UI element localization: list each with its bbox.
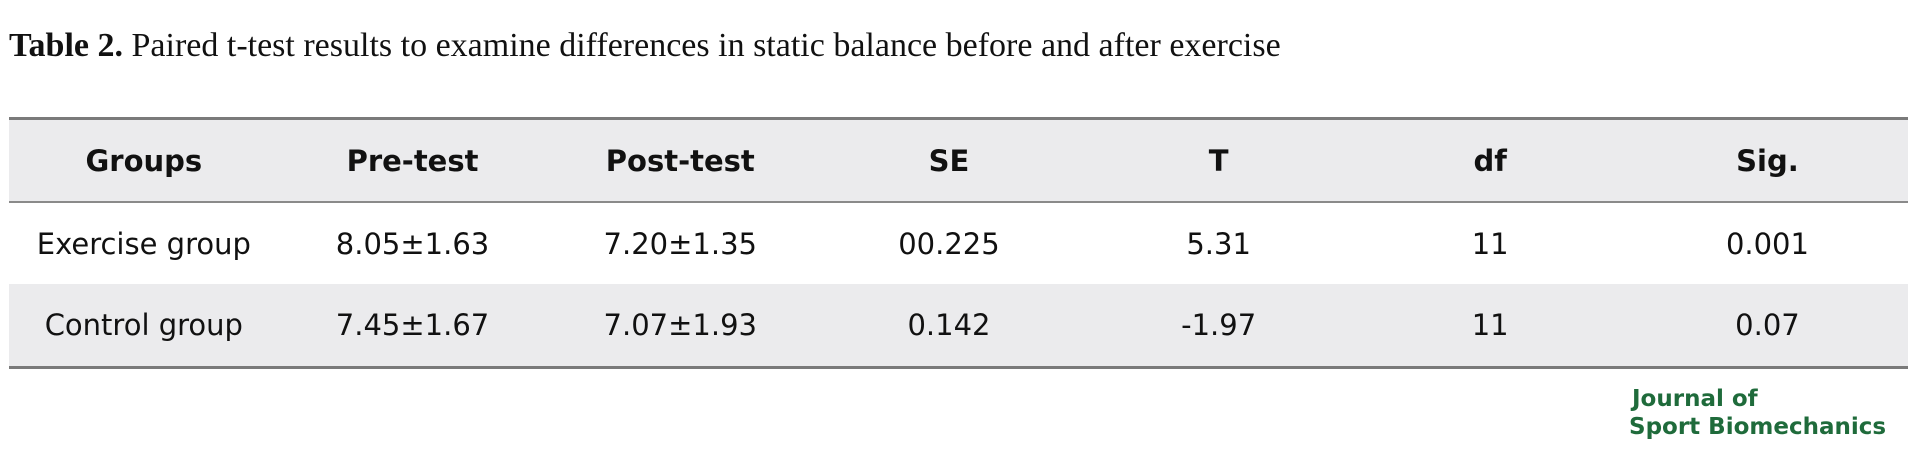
cell-group: Control group	[44, 308, 243, 342]
cell-pre-test: 7.45±1.67	[335, 308, 490, 342]
results-table: Groups Pre-test Post-test SE T df Sig. E…	[9, 120, 1908, 366]
cell-se: 00.225	[898, 226, 1000, 261]
journal-logo-line2: Sport Biomechanics	[1629, 414, 1887, 440]
journal-logo-line1: Journal of	[1632, 386, 1758, 412]
table-header-row: Groups Pre-test Post-test SE T df Sig.	[9, 120, 1908, 202]
table-caption-text: Paired t-test results to examine differe…	[131, 27, 1281, 64]
cell-post-test: 7.07±1.93	[603, 308, 757, 342]
cell-df: 11	[1471, 308, 1509, 342]
cell-t: 5.31	[1186, 226, 1251, 261]
table-caption-label: Table 2.	[9, 27, 124, 64]
header-t: T	[1208, 143, 1229, 178]
header-sig: Sig.	[1736, 143, 1799, 178]
header-df: df	[1473, 143, 1507, 178]
header-se: SE	[928, 143, 970, 178]
table-row: Control group 7.45±1.67 7.07±1.93 0.142 …	[9, 284, 1908, 366]
journal-logo: Journal of Sport Biomechanics	[1629, 385, 1886, 441]
header-pre-test: Pre-test	[346, 143, 479, 178]
cell-sig: 0.07	[1735, 308, 1800, 342]
header-groups: Groups	[85, 143, 203, 178]
cell-pre-test: 8.05±1.63	[335, 226, 490, 261]
cell-sig: 0.001	[1725, 226, 1809, 261]
cell-df: 11	[1471, 226, 1509, 261]
results-table-container: Groups Pre-test Post-test SE T df Sig. E…	[9, 117, 1908, 369]
cell-t: -1.97	[1181, 308, 1257, 342]
cell-se: 0.142	[907, 308, 991, 342]
table-caption: Table 2. Paired t-test results to examin…	[9, 24, 1281, 68]
cell-group: Exercise group	[36, 226, 251, 261]
table-row: Exercise group 8.05±1.63 7.20±1.35 00.22…	[9, 202, 1908, 284]
cell-post-test: 7.20±1.35	[603, 226, 757, 261]
header-post-test: Post-test	[605, 143, 755, 178]
